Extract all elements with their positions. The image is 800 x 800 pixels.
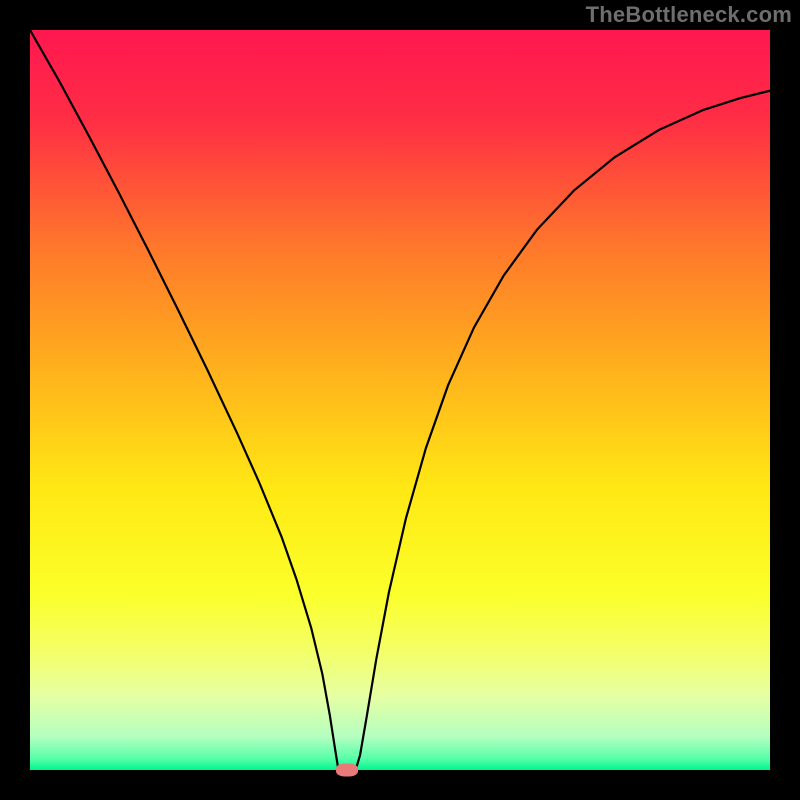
curve-left-branch bbox=[30, 30, 339, 770]
watermark-text: TheBottleneck.com bbox=[586, 2, 792, 28]
chart-plot-area bbox=[30, 30, 770, 770]
minimum-marker bbox=[336, 764, 358, 777]
bottleneck-curve bbox=[30, 30, 770, 770]
curve-right-branch bbox=[356, 91, 770, 770]
